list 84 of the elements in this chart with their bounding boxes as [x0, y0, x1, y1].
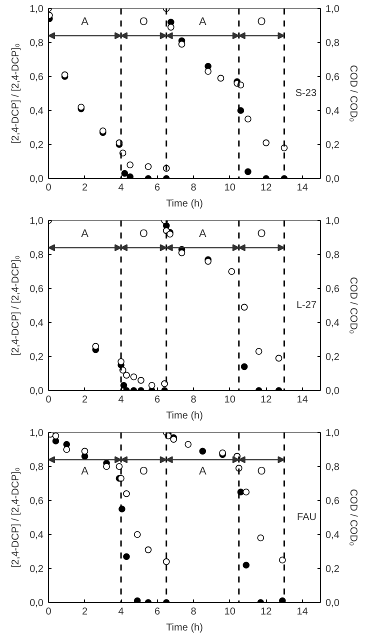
y2-tick-label: 0,6: [326, 284, 340, 295]
annotation: O: [257, 228, 266, 240]
y2-tick-label: 0,4: [326, 318, 340, 329]
x-tick-label: 4: [118, 182, 124, 194]
y-tick-label: 0,2: [30, 140, 44, 151]
y-axis-title: [2,4-DCP] / [2,4-DCP]₀: [10, 255, 22, 356]
x-tick-label: 4: [118, 394, 124, 406]
y-tick-label: 0,4: [30, 318, 44, 329]
x-tick-label: 8: [190, 394, 197, 406]
x-tick-label: 8: [190, 182, 197, 194]
x-tick-label: 2: [82, 606, 88, 618]
y-tick-label: 0,4: [30, 530, 44, 541]
x-axis-title: Time (h): [166, 622, 203, 634]
y2-axis-title: COD / COD₀: [347, 65, 358, 122]
annotation: O: [257, 466, 266, 478]
y-tick-label: 0,0: [30, 598, 44, 609]
x-tick-label: 0: [46, 182, 52, 194]
y-tick-label: 0,0: [30, 174, 44, 185]
y-axis-title: [2,4-DCP] / [2,4-DCP]₀: [10, 43, 22, 144]
y2-tick-label: 0,2: [326, 352, 340, 363]
y-tick-label: 0,8: [30, 38, 44, 49]
annotation: A: [81, 228, 90, 240]
x-axis-title: Time (h): [166, 198, 203, 210]
y2-tick-label: 0,2: [326, 564, 340, 575]
y-tick-label: 0,2: [30, 352, 44, 363]
y2-tick-label: 0,6: [326, 496, 340, 507]
y-tick-label: 0,8: [30, 250, 44, 261]
y-tick-label: 0,8: [30, 462, 44, 473]
y-tick-label: 0,2: [30, 564, 44, 575]
x-tick-label: 10: [224, 182, 236, 194]
annotation: A: [81, 16, 90, 28]
x-tick-label: 6: [154, 394, 161, 406]
y2-tick-label: 0,2: [326, 140, 340, 151]
x-tick-label: 12: [260, 606, 272, 618]
y2-tick-label: 0,0: [326, 598, 340, 609]
annotation: A: [198, 16, 207, 28]
x-tick-label: 0: [46, 394, 52, 406]
y2-tick-label: 0,8: [326, 250, 340, 261]
y-axis-title: [2,4-DCP] / [2,4-DCP]₀: [10, 467, 22, 568]
annotation: A: [81, 466, 90, 478]
annotation: O: [257, 16, 266, 28]
y2-tick-label: 0,0: [326, 174, 340, 185]
y-tick-label: 0,4: [30, 106, 44, 117]
y-tick-label: 1,0: [30, 216, 44, 227]
y-tick-label: 0,6: [30, 284, 44, 295]
y-tick-label: 0,6: [30, 72, 44, 83]
y-tick-label: 1,0: [30, 4, 44, 15]
x-tick-label: 6: [154, 182, 161, 194]
annotation: A: [198, 466, 207, 478]
y2-tick-label: 0,8: [326, 462, 340, 473]
annotation: O: [139, 16, 148, 28]
annotation: A: [198, 228, 207, 240]
x-tick-label: 10: [224, 394, 236, 406]
x-tick-label: 8: [190, 606, 197, 618]
y2-tick-label: 0,4: [326, 530, 340, 541]
y2-axis-title: COD / COD₀: [347, 277, 358, 334]
x-tick-label: 4: [118, 606, 124, 618]
x-tick-label: 0: [46, 606, 52, 618]
y-tick-label: 0,0: [30, 386, 44, 397]
x-tick-label: 14: [296, 182, 308, 194]
y2-tick-label: 0,6: [326, 72, 340, 83]
x-tick-label: 12: [260, 182, 272, 194]
x-tick-label: 12: [260, 394, 272, 406]
x-tick-label: 14: [296, 394, 308, 406]
y2-tick-label: 0,4: [326, 106, 340, 117]
x-tick-label: 6: [154, 606, 161, 618]
annotation: S-23: [295, 88, 317, 99]
annotation: O: [139, 228, 148, 240]
y2-tick-label: 1,0: [326, 4, 340, 15]
y2-axis-title: COD / COD₀: [347, 489, 358, 546]
x-tick-label: 2: [82, 182, 88, 194]
y2-tick-label: 0,0: [326, 386, 340, 397]
y2-tick-label: 1,0: [326, 216, 340, 227]
x-axis-title: Time (h): [166, 410, 203, 422]
x-tick-label: 2: [82, 394, 88, 406]
x-tick-label: 10: [224, 606, 236, 618]
y-tick-label: 1,0: [30, 428, 44, 439]
y-tick-label: 0,6: [30, 496, 44, 507]
x-tick-label: 14: [296, 606, 308, 618]
y2-tick-label: 1,0: [326, 428, 340, 439]
y2-tick-label: 0,8: [326, 38, 340, 49]
annotation: O: [139, 466, 148, 478]
annotation: L-27: [296, 300, 317, 311]
annotation: FAU: [297, 512, 317, 523]
